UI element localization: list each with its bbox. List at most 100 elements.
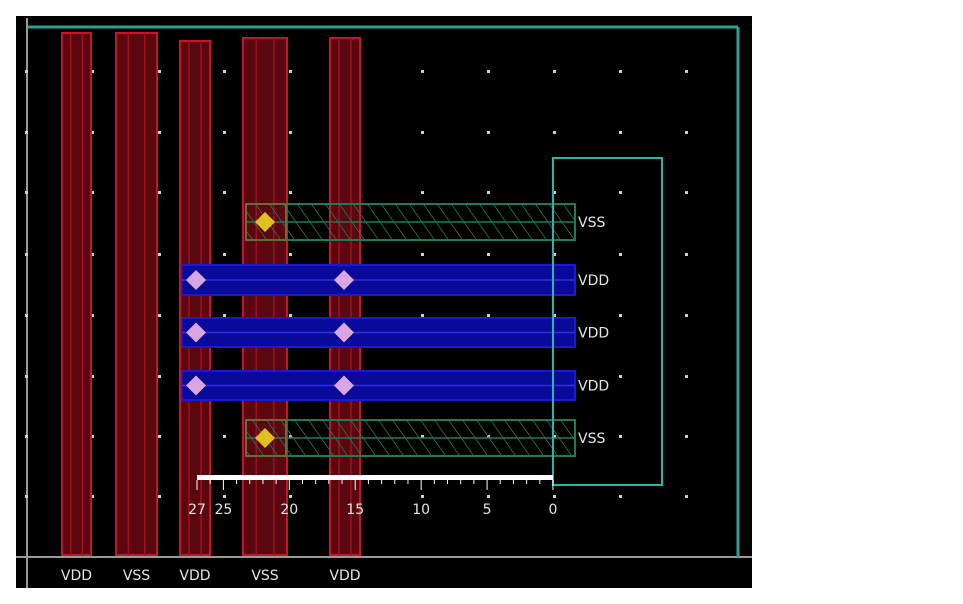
vertical-rail-vdd — [329, 37, 361, 556]
grid-dot — [553, 495, 556, 498]
grid-dot — [421, 131, 424, 134]
horizontal-rails — [181, 203, 576, 457]
grid-dot — [487, 191, 490, 194]
horizontal-rail-label: VDD — [578, 379, 609, 395]
grid-dot — [289, 495, 292, 498]
grid-dot — [158, 375, 161, 378]
via-vdd-icon — [186, 270, 206, 290]
vertical-rail-vss — [242, 37, 288, 556]
grid-dot — [619, 495, 622, 498]
grid-dot — [487, 70, 490, 73]
grid-dot — [158, 70, 161, 73]
horizontal-rail-label: VDD — [578, 326, 609, 342]
grid-dot — [158, 191, 161, 194]
via-vdd-icon — [186, 322, 206, 343]
vertical-rails — [61, 32, 361, 556]
grid-dot — [619, 253, 622, 256]
grid-dot — [421, 314, 424, 317]
grid-dot — [421, 495, 424, 498]
grid-dot — [421, 253, 424, 256]
ruler-bar — [197, 475, 553, 480]
vertical-rail-label: VDD — [179, 568, 210, 584]
grid-dot — [685, 131, 688, 134]
grid-dot — [685, 375, 688, 378]
grid-dot — [553, 131, 556, 134]
grid-dot — [553, 191, 556, 194]
grid-dot — [223, 191, 226, 194]
grid-dot — [158, 253, 161, 256]
horizontal-rail-label: VSS — [578, 215, 605, 231]
grid-dot — [25, 375, 28, 378]
horizontal-rail-label: VDD — [578, 273, 609, 289]
via-vss-icon — [255, 428, 275, 448]
grid-dot — [91, 253, 94, 256]
via-cell — [245, 419, 287, 457]
grid-dot — [158, 131, 161, 134]
grid-dot — [25, 314, 28, 317]
grid-dot — [91, 131, 94, 134]
grid-dot — [487, 495, 490, 498]
grid-dot — [25, 70, 28, 73]
via-vdd-icon — [334, 375, 354, 396]
grid-dot — [487, 253, 490, 256]
grid-dot — [25, 253, 28, 256]
grid-dot — [619, 314, 622, 317]
via-vdd-icon — [334, 322, 354, 343]
grid-dot — [223, 495, 226, 498]
grid-dot — [685, 70, 688, 73]
grid-dot — [553, 70, 556, 73]
horizontal-rail-label: VSS — [578, 431, 605, 447]
grid-dot — [619, 375, 622, 378]
grid-dot — [289, 253, 292, 256]
via-vdd-icon — [186, 375, 206, 396]
grid-dot — [25, 495, 28, 498]
grid-dot — [223, 435, 226, 438]
scale-ruler: 27 25 20 15 10 5 0 — [188, 475, 557, 518]
grid-dot — [421, 191, 424, 194]
ruler-tick-label: 27 — [188, 502, 206, 518]
grid-dot — [223, 131, 226, 134]
grid-dot — [158, 314, 161, 317]
grid-dot — [487, 314, 490, 317]
grid-dot — [158, 495, 161, 498]
grid-dot — [289, 131, 292, 134]
ruler-tick-label: 25 — [214, 502, 232, 518]
grid-dot — [685, 253, 688, 256]
grid-dot — [421, 70, 424, 73]
grid-dot — [289, 70, 292, 73]
grid-dot — [25, 191, 28, 194]
grid-dot — [223, 253, 226, 256]
grid-dot — [289, 191, 292, 194]
vertical-rail-vdd — [61, 32, 92, 556]
grid-dot — [91, 70, 94, 73]
grid-dot — [91, 495, 94, 498]
grid-dot — [619, 435, 622, 438]
vertical-rail-label: VDD — [329, 568, 360, 584]
grid-dot — [553, 314, 556, 317]
grid-dot — [91, 314, 94, 317]
via-vss-icon — [255, 212, 275, 232]
grid-dot — [619, 70, 622, 73]
grid-dot — [223, 314, 226, 317]
grid-dot — [685, 314, 688, 317]
grid-dot — [553, 253, 556, 256]
grid-dot — [25, 435, 28, 438]
via-cell — [245, 203, 287, 241]
grid-dot — [91, 375, 94, 378]
ruler-tick-label: 5 — [483, 502, 492, 518]
vertical-rail-label: VDD — [61, 568, 92, 584]
grid-dot — [685, 191, 688, 194]
pin-box — [552, 157, 663, 486]
grid-dot — [91, 435, 94, 438]
grid-dot — [289, 314, 292, 317]
grid-dot — [619, 191, 622, 194]
via-vdd-icon — [334, 270, 354, 290]
grid-dot — [685, 435, 688, 438]
grid-dot — [91, 191, 94, 194]
ruler-tick-label: 10 — [412, 502, 430, 518]
ruler-tick-label: 15 — [346, 502, 364, 518]
grid-dot — [223, 70, 226, 73]
vertical-rail-vss — [115, 32, 158, 556]
grid-dot — [158, 435, 161, 438]
